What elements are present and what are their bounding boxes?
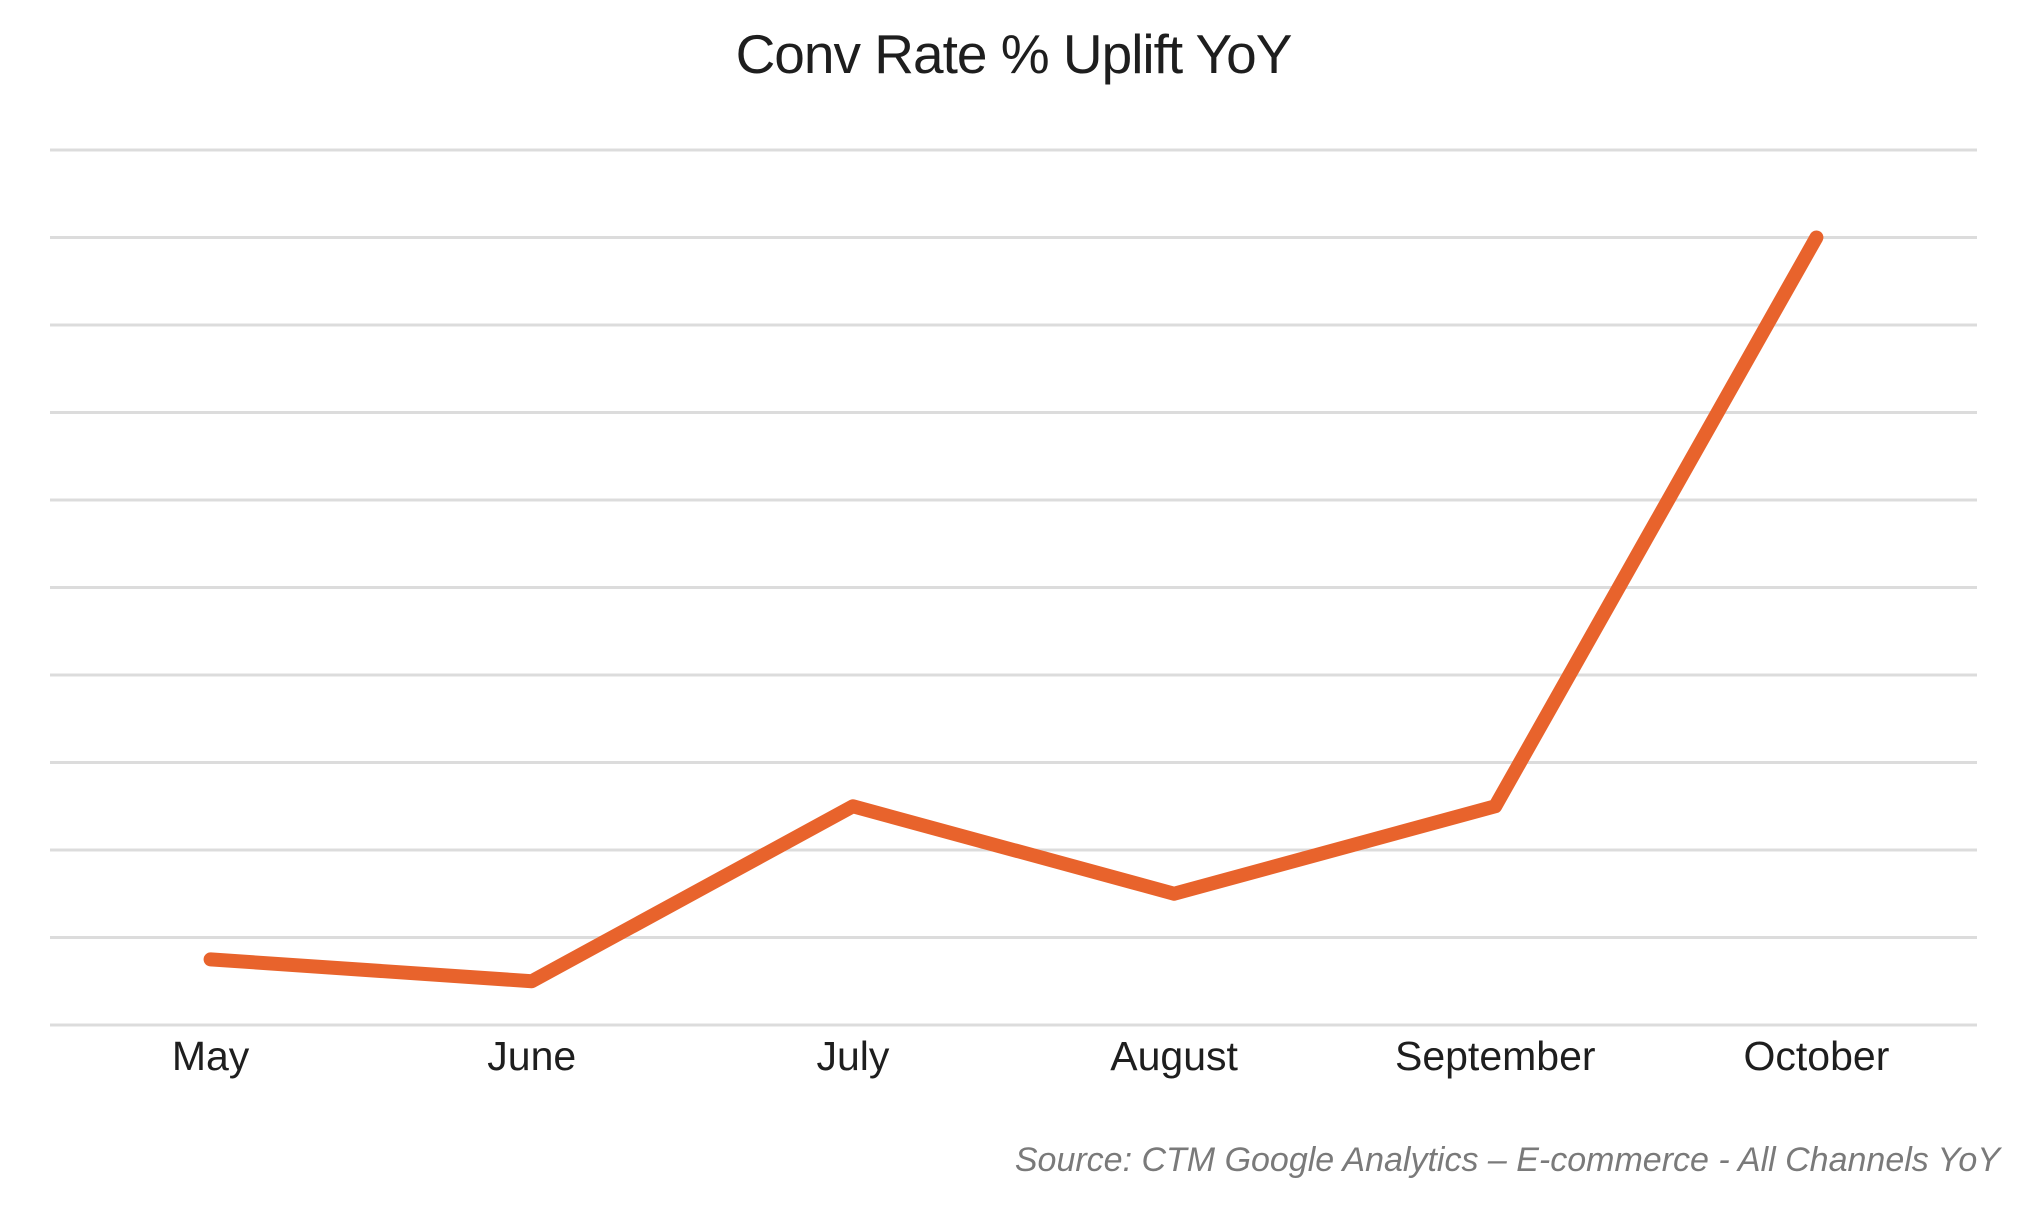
chart-title: Conv Rate % Uplift YoY	[735, 23, 1293, 85]
conversion-rate-line-series	[203, 230, 1824, 989]
x-axis-label: June	[487, 1033, 577, 1079]
gridlines	[50, 148, 1977, 1027]
x-axis-label: May	[171, 1033, 250, 1079]
x-axis-label: August	[1110, 1033, 1238, 1079]
x-axis-label: October	[1743, 1033, 1890, 1079]
x-axis-label: July	[816, 1033, 890, 1079]
source-note: Source: CTM Google Analytics – E-commerc…	[1014, 1141, 2000, 1179]
x-axis-label: September	[1394, 1033, 1596, 1079]
x-axis: May June July August September October	[50, 1033, 1977, 1080]
